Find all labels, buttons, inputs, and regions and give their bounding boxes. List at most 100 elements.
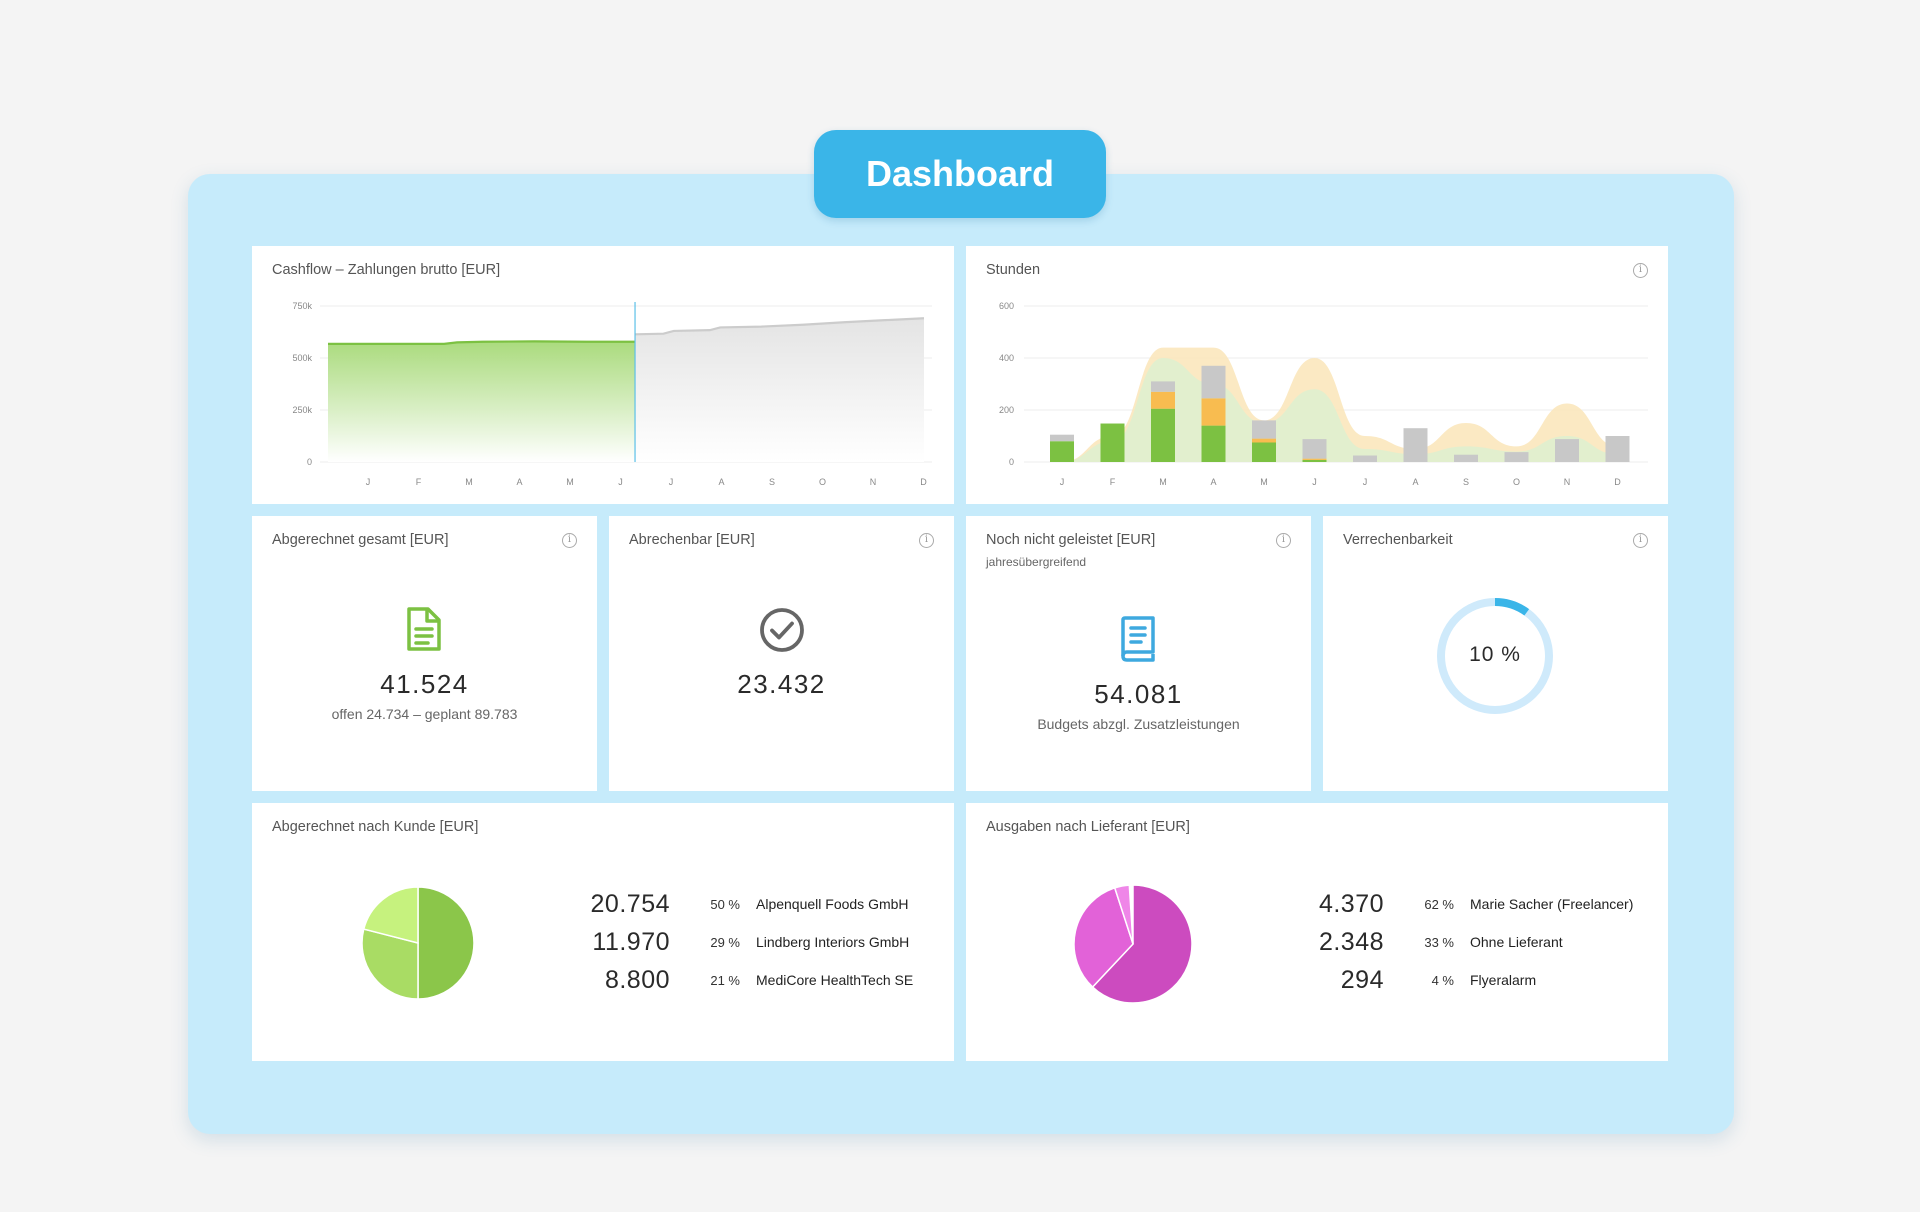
stunden-chart: 600 400 200 0 J F M A M J J A S O N D <box>999 301 1648 487</box>
info-icon[interactable]: i <box>562 533 577 548</box>
bar-segment <box>1403 428 1428 462</box>
legend-percent: 33 % <box>1424 934 1454 950</box>
card-title: Abgerechnet nach Kunde [EUR] <box>272 819 479 835</box>
x-tick-label: A <box>1210 477 1216 487</box>
forecast-line <box>635 317 925 336</box>
legend-percent: 62 % <box>1424 896 1454 912</box>
bar-segment <box>1605 436 1630 462</box>
bar-segment <box>1555 439 1579 462</box>
x-tick-label: D <box>1614 477 1621 487</box>
lieferant-pie-chart <box>1073 884 1193 1004</box>
legend-percent: 21 % <box>710 972 740 988</box>
x-tick-label: N <box>1564 477 1571 487</box>
bar-segment <box>1353 455 1377 462</box>
legend-row: 4.370 62 % Marie Sacher (Freelancer) <box>1274 889 1633 919</box>
legend-name: MediCore HealthTech SE <box>756 972 914 988</box>
legend-percent: 29 % <box>710 934 740 950</box>
legend-value: 294 <box>1340 965 1384 994</box>
kunde-pie-chart <box>361 886 475 1000</box>
y-tick-label: 200 <box>999 405 1014 415</box>
bar-segment <box>1100 423 1125 462</box>
pie-slice <box>1073 886 1134 989</box>
y-tick-label: 400 <box>999 353 1014 363</box>
legend-percent: 4 % <box>1431 972 1454 988</box>
x-tick-label: A <box>718 477 724 487</box>
pie-slice <box>417 886 475 1000</box>
bar-segment <box>1302 458 1327 460</box>
abgerechnet-card: Abgerechnet gesamt [EUR] i 41.524 offen … <box>252 516 597 791</box>
legend-row: 2.348 33 % Ohne Lieferant <box>1274 927 1563 957</box>
card-title: Noch nicht geleistet [EUR] <box>986 532 1156 548</box>
x-tick-label: O <box>819 477 826 487</box>
legend-value: 8.800 <box>604 965 670 994</box>
abrechenbar-card: Abrechenbar [EUR] i 23.432 <box>609 516 954 791</box>
pie-slice <box>361 928 419 1000</box>
legend-name: Alpenquell Foods GmbH <box>756 896 909 912</box>
legend-name: Ohne Lieferant <box>1470 934 1563 950</box>
y-tick-label: 600 <box>999 301 1014 311</box>
card-subtitle: jahresübergreifend <box>986 555 1087 569</box>
legend-value: 20.754 <box>590 889 670 918</box>
bar-segment <box>1201 398 1226 426</box>
x-tick-label: S <box>1463 477 1469 487</box>
kunde-card: Abgerechnet nach Kunde [EUR] 20.754 50 % A… <box>252 803 954 1061</box>
nicht-geleistet-value: 54.081 <box>1094 679 1183 709</box>
y-tick-label: 250k <box>292 405 312 415</box>
book-icon <box>1121 616 1155 662</box>
actual-area <box>328 341 636 462</box>
legend-name: Marie Sacher (Freelancer) <box>1470 896 1634 912</box>
x-tick-label: J <box>1363 477 1368 487</box>
x-tick-label: M <box>566 477 574 487</box>
legend-value: 4.370 <box>1318 889 1384 918</box>
y-tick-label: 0 <box>307 457 312 467</box>
x-tick-label: O <box>1513 477 1520 487</box>
bar-segment <box>1252 420 1276 439</box>
info-icon[interactable]: i <box>919 533 934 548</box>
nicht-geleistet-subtext: Budgets abzgl. Zusatzleistungen <box>1037 716 1240 732</box>
abgerechnet-subtext: offen 24.734 – geplant 89.783 <box>331 706 518 722</box>
hours-area-1 <box>1062 358 1618 462</box>
bar-segment <box>1302 439 1327 459</box>
x-tick-label: M <box>1159 477 1167 487</box>
cashflow-chart: 750k 500k 250k 0 J F M A M J J A S O N D <box>292 301 932 487</box>
legend-name: Lindberg Interiors GmbH <box>756 934 910 950</box>
verrechenbarkeit-donut <box>1437 598 1553 714</box>
y-tick-label: 500k <box>292 353 312 363</box>
legend-percent: 50 % <box>710 896 740 912</box>
legend-value: 11.970 <box>592 927 670 956</box>
forecast-area <box>635 318 924 462</box>
x-tick-label: J <box>618 477 623 487</box>
legend-value: 2.348 <box>1318 927 1384 956</box>
bar-segment <box>1151 381 1175 392</box>
bar-segment <box>1252 442 1276 462</box>
x-tick-label: A <box>1412 477 1418 487</box>
donut-progress <box>1494 598 1530 616</box>
info-icon[interactable]: i <box>1633 533 1648 548</box>
bar-segment <box>1454 454 1478 462</box>
info-icon[interactable]: i <box>1633 263 1648 278</box>
x-tick-label: N <box>870 477 877 487</box>
x-tick-label: J <box>1060 477 1065 487</box>
card-title: Ausgaben nach Lieferant [EUR] <box>986 819 1190 835</box>
bar-segment <box>1302 459 1327 462</box>
stunden-card: Stunden i 600 400 200 0 J F M A M J J A S O N D <box>966 246 1668 504</box>
info-icon[interactable]: i <box>1276 533 1291 548</box>
x-tick-label: M <box>465 477 473 487</box>
card-title: Abrechenbar [EUR] <box>629 532 755 548</box>
bar-segment <box>1151 408 1175 462</box>
card-title: Verrechenbarkeit <box>1343 532 1453 548</box>
actual-line <box>328 340 636 345</box>
card-title: Abgerechnet gesamt [EUR] <box>272 532 449 548</box>
x-tick-label: J <box>1312 477 1317 487</box>
bar-segment <box>1201 425 1226 462</box>
bar-segment <box>1151 391 1175 409</box>
cashflow-card: Cashflow – Zahlungen brutto [EUR] 750k 50… <box>252 246 954 504</box>
bar-segment <box>1050 434 1074 442</box>
x-tick-label: D <box>920 477 927 487</box>
legend-row: 11.970 29 % Lindberg Interiors GmbH <box>560 927 909 957</box>
abgerechnet-value: 41.524 <box>380 669 469 699</box>
nicht-geleistet-card: Noch nicht geleistet [EUR] jahresübergre… <box>966 516 1311 791</box>
card-title: Cashflow – Zahlungen brutto [EUR] <box>272 262 501 278</box>
pie-slice <box>362 886 419 944</box>
pie-slice <box>1091 884 1193 1004</box>
